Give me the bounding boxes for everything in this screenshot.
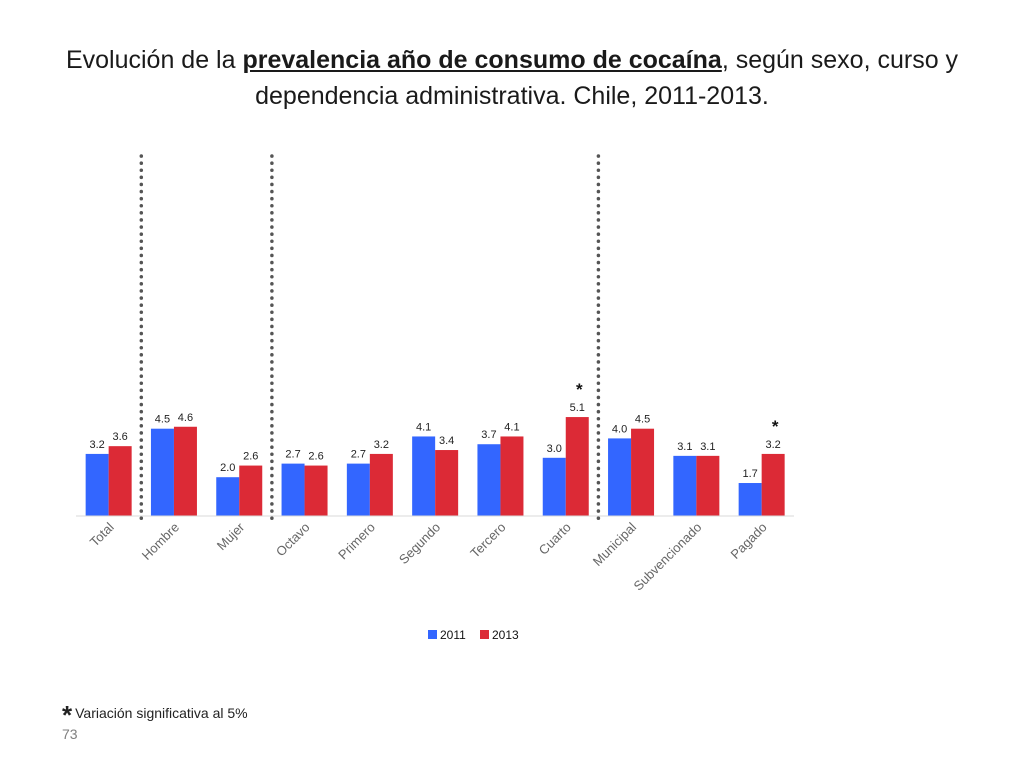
significance-star: * bbox=[62, 700, 73, 730]
bars-layer bbox=[85, 417, 785, 516]
significance-star-pagado: * bbox=[772, 417, 779, 436]
bar-municipal-2011 bbox=[608, 438, 632, 516]
legend: 2011 2013 bbox=[428, 628, 519, 642]
x-tick-segundo: Segundo bbox=[396, 520, 443, 567]
bar-primero-2013 bbox=[369, 453, 393, 516]
x-tick-octavo: Octavo bbox=[273, 520, 313, 560]
data-label-tercero-2011: 3.7 bbox=[481, 429, 496, 441]
x-tick-labels: Total Hombre Mujer Octavo Primero Segundo Terc… bbox=[87, 519, 770, 593]
data-label-primero-2013: 3.2 bbox=[374, 439, 389, 451]
data-labels-layer: 3.2 3.6 4.5 4.6 2.0 2.6 2.7 2.6 2.7 3.2 4.1 3.4 3.7 4… bbox=[90, 380, 781, 480]
bar-subvencionado-2013 bbox=[696, 455, 720, 516]
data-label-pagado-2013: 3.2 bbox=[766, 439, 781, 451]
x-tick-mujer: Mujer bbox=[214, 519, 248, 553]
data-label-cuarto-2013: 5.1 bbox=[570, 402, 585, 414]
data-label-segundo-2013: 3.4 bbox=[439, 435, 454, 447]
data-label-municipal-2013: 4.5 bbox=[635, 414, 650, 426]
x-tick-primero: Primero bbox=[335, 520, 378, 563]
bar-mujer-2013 bbox=[239, 465, 263, 516]
bar-segundo-2011 bbox=[412, 436, 436, 516]
significance-star-cuarto: * bbox=[576, 380, 583, 399]
data-label-octavo-2011: 2.7 bbox=[285, 449, 300, 461]
data-label-municipal-2011: 4.0 bbox=[612, 423, 627, 435]
page-number: 73 bbox=[62, 726, 78, 742]
data-label-segundo-2011: 4.1 bbox=[416, 421, 431, 433]
data-label-total-2013: 3.6 bbox=[113, 431, 128, 443]
data-label-hombre-2013: 4.6 bbox=[178, 412, 193, 424]
bar-octavo-2011 bbox=[281, 463, 305, 516]
bar-hombre-2011 bbox=[150, 428, 174, 516]
bar-municipal-2013 bbox=[631, 428, 655, 516]
title-suffix: , según sexo, curso y dependencia admini… bbox=[255, 46, 959, 110]
data-label-mujer-2011: 2.0 bbox=[220, 462, 235, 474]
data-label-hombre-2011: 4.5 bbox=[155, 414, 170, 426]
slide-title: Evolución de la prevalencia año de consu… bbox=[40, 42, 984, 114]
legend-label-2013: 2013 bbox=[492, 628, 519, 642]
bar-pagado-2013 bbox=[761, 453, 785, 516]
bar-octavo-2013 bbox=[304, 465, 328, 516]
bar-total-2011 bbox=[85, 453, 109, 516]
bar-segundo-2013 bbox=[435, 450, 459, 516]
x-tick-hombre: Hombre bbox=[139, 520, 182, 563]
x-tick-tercero: Tercero bbox=[467, 520, 508, 561]
x-tick-municipal: Municipal bbox=[590, 519, 640, 569]
bar-mujer-2011 bbox=[216, 477, 240, 516]
data-label-tercero-2013: 4.1 bbox=[504, 421, 519, 433]
x-tick-total: Total bbox=[87, 519, 117, 549]
x-tick-cuarto: Cuarto bbox=[536, 520, 574, 558]
bar-pagado-2011 bbox=[738, 483, 762, 516]
title-underlined: prevalencia año de consumo de cocaína bbox=[242, 46, 722, 74]
bar-tercero-2013 bbox=[500, 436, 524, 516]
x-tick-pagado: Pagado bbox=[727, 520, 769, 562]
data-label-total-2011: 3.2 bbox=[90, 439, 105, 451]
footnote: * Variación significativa al 5% bbox=[62, 700, 248, 731]
bar-tercero-2011 bbox=[477, 444, 501, 516]
data-label-subvencionado-2011: 3.1 bbox=[677, 441, 692, 453]
legend-label-2011: 2011 bbox=[440, 628, 466, 642]
data-label-octavo-2013: 2.6 bbox=[308, 451, 323, 463]
bar-total-2013 bbox=[108, 446, 132, 516]
legend-swatch-2011 bbox=[428, 630, 437, 639]
footnote-text: Variación significativa al 5% bbox=[75, 705, 248, 721]
title-prefix: Evolución de la bbox=[65, 46, 243, 74]
data-label-mujer-2013: 2.6 bbox=[243, 451, 258, 463]
data-label-pagado-2011: 1.7 bbox=[743, 468, 758, 480]
bar-cuarto-2013 bbox=[565, 417, 589, 516]
data-label-cuarto-2011: 3.0 bbox=[547, 443, 562, 455]
x-tick-subvencionado: Subvencionado bbox=[630, 520, 704, 594]
data-label-primero-2011: 2.7 bbox=[351, 449, 366, 461]
bar-subvencionado-2011 bbox=[673, 455, 697, 516]
legend-swatch-2013 bbox=[480, 630, 489, 639]
bar-hombre-2013 bbox=[173, 426, 197, 516]
data-label-subvencionado-2013: 3.1 bbox=[700, 441, 715, 453]
bar-cuarto-2011 bbox=[542, 457, 566, 516]
bar-primero-2011 bbox=[346, 463, 370, 516]
